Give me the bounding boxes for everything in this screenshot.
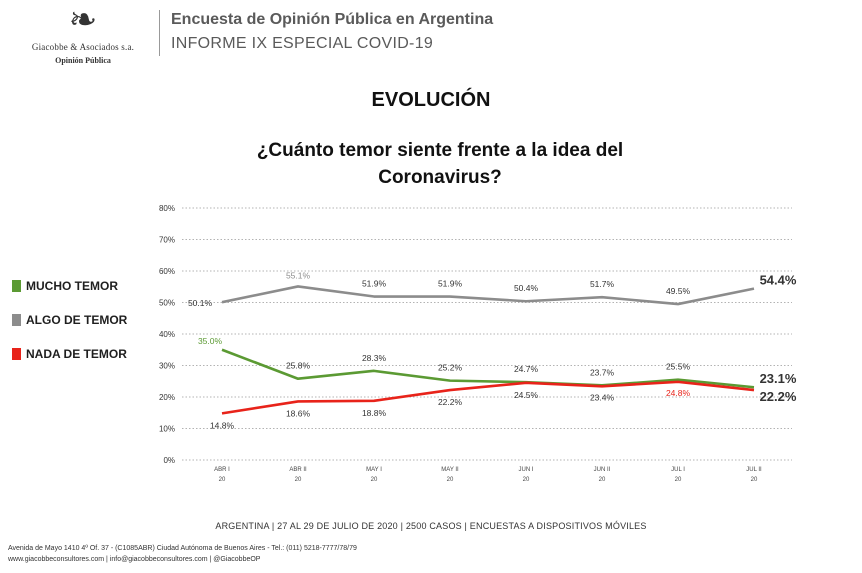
x-tick-year: 20 <box>371 477 378 483</box>
x-tick-year: 20 <box>219 477 226 483</box>
y-tick-label: 80% <box>159 204 175 213</box>
data-label: 50.4% <box>514 283 539 293</box>
y-tick-label: 40% <box>159 330 175 339</box>
data-label: 23.4% <box>590 392 615 402</box>
contact-info: Avenida de Mayo 1410 4º Of. 37 - (C1085A… <box>8 543 357 565</box>
x-tick-year: 20 <box>751 477 758 483</box>
legend-item-mucho-temor: MUCHO TEMOR <box>12 277 127 294</box>
sample-info: ARGENTINA | 27 AL 29 DE JULIO DE 2020 | … <box>215 521 647 531</box>
y-tick-label: 70% <box>159 236 175 245</box>
data-label: 49.5% <box>666 286 691 296</box>
x-tick-year: 20 <box>295 477 302 483</box>
data-label: 24.5% <box>514 390 539 400</box>
data-label: 18.6% <box>286 408 311 418</box>
report-title: Encuesta de Opinión Pública en Argentina <box>171 11 494 28</box>
y-tick-label: 20% <box>159 393 175 402</box>
data-label: 50.1% <box>188 298 213 308</box>
legend-item-nada-de-temor: NADA DE TEMOR <box>12 345 127 362</box>
x-tick-label: JUN II <box>594 467 611 473</box>
data-label: 24.8% <box>666 388 691 398</box>
data-label: 55.1% <box>286 270 311 280</box>
legend-label-mucho-temor: MUCHO TEMOR <box>26 278 118 293</box>
y-tick-label: 60% <box>159 267 175 276</box>
data-label: 35.0% <box>198 336 223 346</box>
company-logo: ❧ Giacobbe & Asociados s.a. Opinión Públ… <box>18 2 148 65</box>
header-divider <box>159 10 160 56</box>
data-label: 51.9% <box>438 279 463 289</box>
legend-swatch-algo-de-temor <box>12 313 21 326</box>
data-label: 24.7% <box>514 364 539 374</box>
legend-label-nada-de-temor: NADA DE TEMOR <box>26 346 127 361</box>
data-label: 25.5% <box>666 362 691 372</box>
x-tick-year: 20 <box>447 477 454 483</box>
data-label: 54.4% <box>760 273 797 288</box>
data-label: 22.2% <box>438 397 463 407</box>
data-label: 28.3% <box>362 353 387 363</box>
data-label: 14.8% <box>210 420 235 430</box>
chart-title: ¿Cuánto temor siente frente a la idea de… <box>256 140 624 188</box>
data-label: 23.7% <box>590 367 615 377</box>
legend-item-algo-de-temor: ALGO DE TEMOR <box>12 311 127 328</box>
x-tick-label: MAY II <box>441 467 459 473</box>
legend-swatch-nada-de-temor <box>12 347 21 360</box>
logo-swirl-icon: ❧ <box>68 0 98 40</box>
logo-tagline: Opinión Pública <box>55 56 111 65</box>
y-tick-label: 10% <box>159 425 175 434</box>
y-tick-label: 0% <box>163 456 175 465</box>
x-tick-year: 20 <box>523 477 530 483</box>
x-tick-year: 20 <box>599 477 606 483</box>
series-line-2 <box>221 380 755 415</box>
x-tick-label: JUL I <box>671 467 685 473</box>
data-label: 23.1% <box>760 371 797 386</box>
series-line-0 <box>221 348 755 389</box>
data-label: 25.2% <box>438 363 463 373</box>
y-tick-label: 50% <box>159 299 175 308</box>
web-line: www.giacobbeconsultores.com | info@giaco… <box>8 556 261 563</box>
logo-company-name: Giacobbe & Asociados s.a. <box>31 42 135 52</box>
x-tick-label: JUN I <box>519 467 534 473</box>
x-tick-year: 20 <box>675 477 682 483</box>
legend-swatch-mucho-temor <box>12 279 21 292</box>
x-tick-label: MAY I <box>366 467 382 473</box>
data-label: 25.8% <box>286 361 311 371</box>
x-tick-label: JUL II <box>746 467 762 473</box>
data-label: 18.8% <box>362 408 387 418</box>
data-label: 22.2% <box>760 389 797 404</box>
data-label: 51.9% <box>362 279 387 289</box>
address-line: Avenida de Mayo 1410 4º Of. 37 - (C1085A… <box>8 545 357 552</box>
x-tick-label: ABR II <box>289 467 307 473</box>
data-label: 51.7% <box>590 279 615 289</box>
chart-legend: MUCHO TEMOR ALGO DE TEMOR NADA DE TEMOR <box>12 277 127 379</box>
legend-label-algo-de-temor: ALGO DE TEMOR <box>26 312 128 327</box>
y-tick-label: 30% <box>159 362 175 371</box>
series-line-1 <box>221 285 755 306</box>
report-subtitle: INFORME IX ESPECIAL COVID-19 <box>171 35 434 52</box>
section-title: EVOLUCIÓN <box>371 89 491 111</box>
x-tick-label: ABR I <box>214 467 230 473</box>
